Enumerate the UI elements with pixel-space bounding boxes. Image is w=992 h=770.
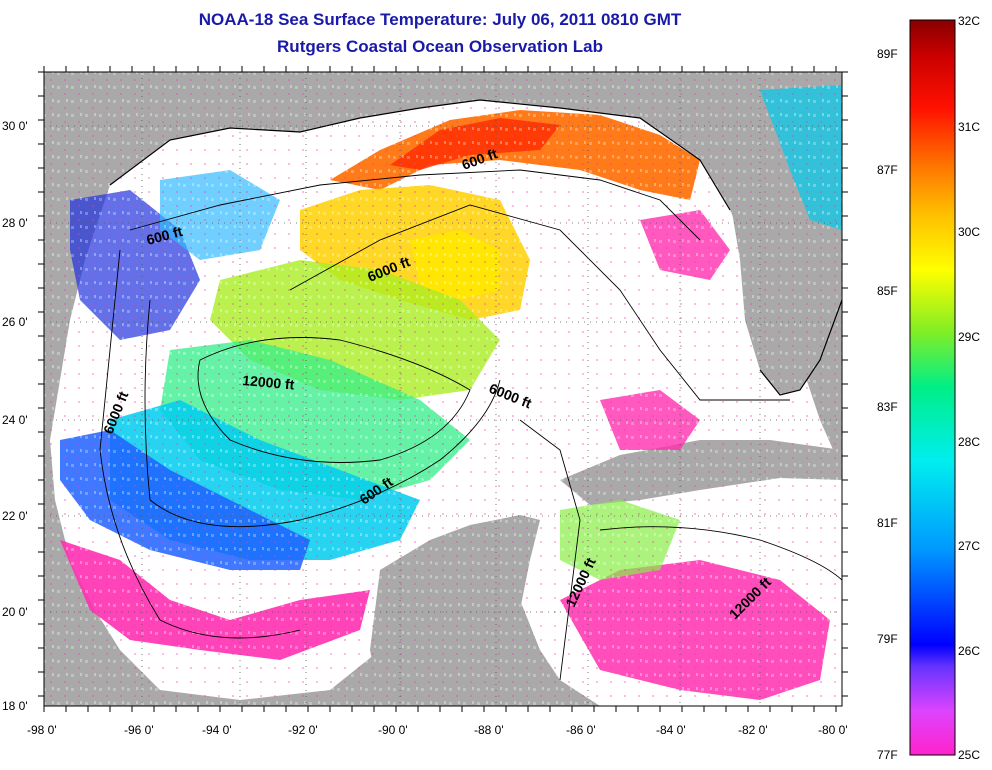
lon-label: -94 0' [202, 723, 232, 737]
sst-field [44, 72, 842, 706]
lon-axis: -98 0' -96 0' -94 0' -92 0' -90 0' -88 0… [27, 723, 848, 737]
graticule [44, 72, 842, 706]
contour-label: 12000 ft [242, 372, 296, 393]
page-title: NOAA-18 Sea Surface Temperature: July 06… [198, 10, 682, 29]
lon-label: -84 0' [656, 723, 686, 737]
lon-label: -90 0' [378, 723, 408, 737]
lat-label: 30 0' [2, 119, 28, 133]
lon-label: -98 0' [27, 723, 57, 737]
page-subtitle: Rutgers Coastal Ocean Observation Lab [277, 37, 603, 56]
lat-label: 20 0' [2, 605, 28, 619]
lon-label: -86 0' [566, 723, 596, 737]
bathymetry-contours [99, 169, 842, 681]
lon-label: -88 0' [474, 723, 504, 737]
lon-label: -82 0' [738, 723, 768, 737]
lon-label: -80 0' [818, 723, 848, 737]
lat-label: 28 0' [2, 216, 28, 230]
lat-label: 22 0' [2, 509, 28, 523]
axis-ticks [38, 66, 848, 712]
map-frame [43, 71, 843, 707]
lat-label: 18 0' [2, 699, 28, 713]
coastline [109, 99, 842, 396]
lat-axis: 30 0' 28 0' 26 0' 24 0' 22 0' 20 0' 18 0… [2, 119, 28, 713]
lat-label: 24 0' [2, 413, 28, 427]
lat-label: 26 0' [2, 315, 28, 329]
lon-label: -96 0' [124, 723, 154, 737]
lon-label: -92 0' [288, 723, 318, 737]
